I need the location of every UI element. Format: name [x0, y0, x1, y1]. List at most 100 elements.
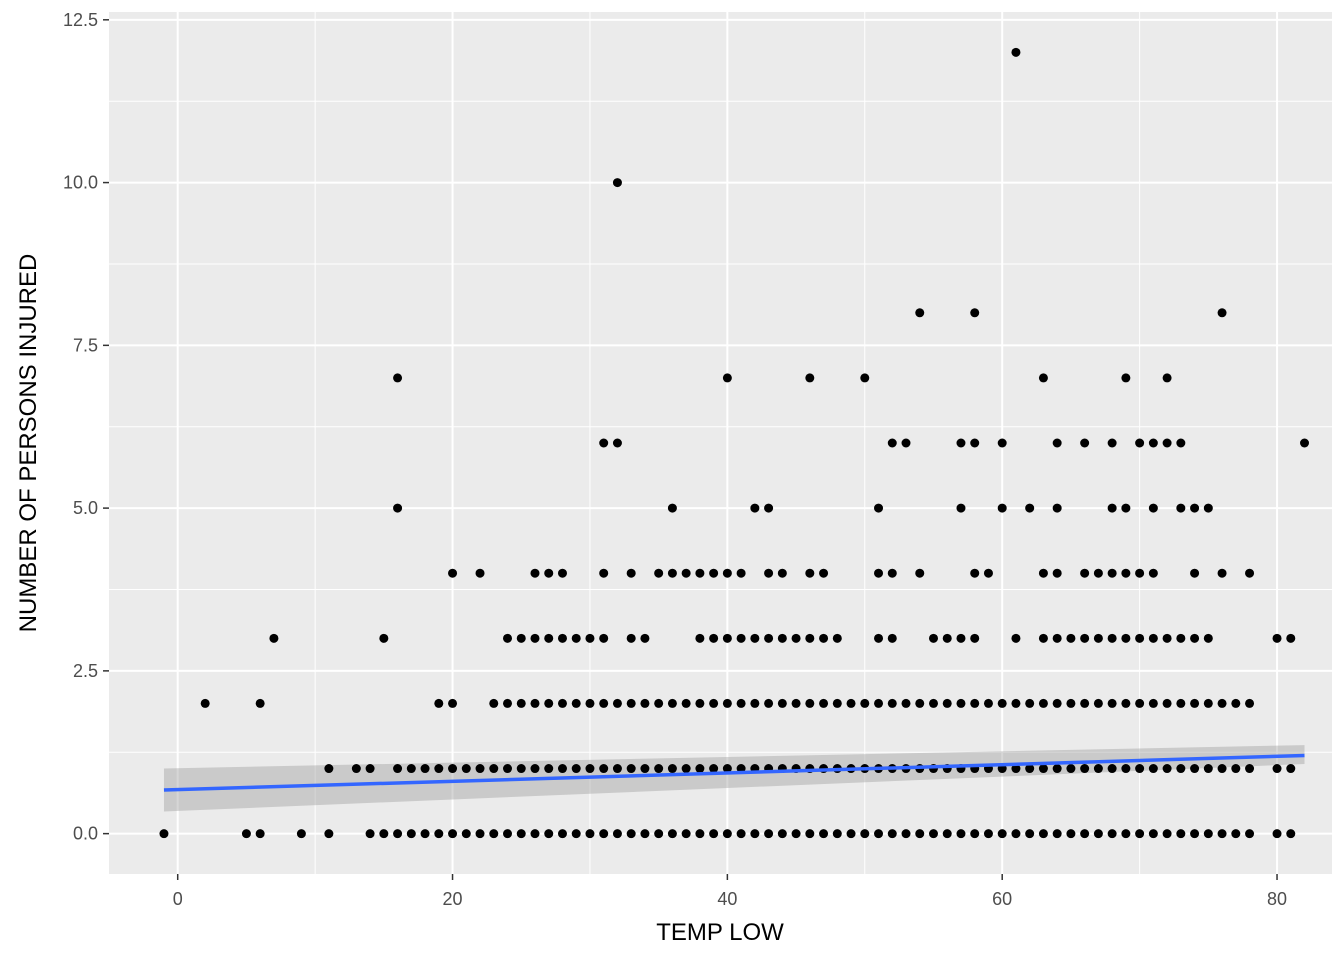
- data-point: [1217, 308, 1227, 318]
- data-point: [997, 698, 1007, 708]
- data-point: [599, 438, 609, 448]
- data-point: [695, 829, 705, 839]
- data-point: [1190, 698, 1200, 708]
- panel-background: [109, 12, 1332, 874]
- data-point: [654, 764, 664, 774]
- data-point: [695, 633, 705, 643]
- data-point: [1135, 698, 1145, 708]
- data-point: [915, 568, 925, 578]
- data-point: [1093, 568, 1103, 578]
- data-point: [640, 633, 650, 643]
- data-point: [722, 633, 732, 643]
- data-point: [599, 568, 609, 578]
- x-tick-label: 0: [173, 889, 183, 909]
- data-point: [695, 764, 705, 774]
- data-point: [970, 829, 980, 839]
- data-point: [530, 633, 540, 643]
- data-point: [1107, 829, 1117, 839]
- data-point: [448, 764, 458, 774]
- data-point: [667, 503, 677, 513]
- data-point: [1135, 438, 1145, 448]
- data-point: [544, 633, 554, 643]
- data-point: [915, 829, 925, 839]
- data-point: [626, 829, 636, 839]
- data-point: [819, 829, 829, 839]
- data-point: [1052, 438, 1062, 448]
- data-point: [1025, 503, 1035, 513]
- data-point: [1148, 568, 1158, 578]
- x-tick-label: 60: [992, 889, 1012, 909]
- y-tick-label: 7.5: [73, 335, 98, 355]
- data-point: [379, 829, 389, 839]
- data-point: [1121, 633, 1131, 643]
- data-point: [1093, 698, 1103, 708]
- data-point: [1052, 503, 1062, 513]
- data-point: [200, 698, 210, 708]
- data-point: [901, 829, 911, 839]
- data-point: [1025, 764, 1035, 774]
- data-point: [887, 568, 897, 578]
- data-point: [709, 633, 719, 643]
- data-point: [1148, 438, 1158, 448]
- data-point: [585, 698, 595, 708]
- data-point: [1162, 764, 1172, 774]
- data-point: [1190, 633, 1200, 643]
- data-point: [874, 633, 884, 643]
- data-point: [736, 633, 746, 643]
- data-point: [901, 438, 911, 448]
- data-point: [1176, 829, 1186, 839]
- data-point: [1203, 698, 1213, 708]
- data-point: [1176, 633, 1186, 643]
- data-point: [557, 764, 567, 774]
- data-point: [1011, 698, 1021, 708]
- data-point: [1052, 764, 1062, 774]
- data-point: [1121, 698, 1131, 708]
- data-point: [681, 829, 691, 839]
- x-axis: 0 20 40 60 80: [173, 874, 1287, 909]
- data-point: [393, 503, 403, 513]
- data-point: [722, 698, 732, 708]
- data-point: [640, 829, 650, 839]
- data-point: [681, 764, 691, 774]
- data-point: [709, 829, 719, 839]
- data-point: [420, 829, 430, 839]
- data-point: [159, 829, 169, 839]
- data-point: [1245, 568, 1255, 578]
- data-point: [1066, 633, 1076, 643]
- data-point: [667, 698, 677, 708]
- data-point: [599, 829, 609, 839]
- data-point: [557, 698, 567, 708]
- data-point: [626, 568, 636, 578]
- data-point: [874, 829, 884, 839]
- data-point: [777, 568, 787, 578]
- data-point: [544, 829, 554, 839]
- data-point: [1066, 698, 1076, 708]
- data-point: [612, 698, 622, 708]
- data-point: [516, 764, 526, 774]
- confidence-band-layer: [163, 745, 1305, 812]
- data-point: [571, 829, 581, 839]
- data-point: [901, 698, 911, 708]
- data-point: [557, 633, 567, 643]
- data-point: [722, 568, 732, 578]
- data-point: [915, 698, 925, 708]
- data-point: [1286, 829, 1296, 839]
- data-points-layer: [159, 47, 1310, 839]
- data-point: [736, 698, 746, 708]
- data-point: [887, 829, 897, 839]
- data-point: [681, 568, 691, 578]
- data-point: [805, 698, 815, 708]
- data-point: [1162, 829, 1172, 839]
- data-point: [942, 633, 952, 643]
- data-point: [942, 698, 952, 708]
- data-point: [1038, 568, 1048, 578]
- data-point: [1107, 633, 1117, 643]
- data-point: [764, 568, 774, 578]
- data-point: [434, 829, 444, 839]
- data-point: [544, 568, 554, 578]
- data-point: [1203, 829, 1213, 839]
- data-point: [1203, 764, 1213, 774]
- data-point: [461, 764, 471, 774]
- data-point: [1231, 698, 1241, 708]
- data-point: [709, 698, 719, 708]
